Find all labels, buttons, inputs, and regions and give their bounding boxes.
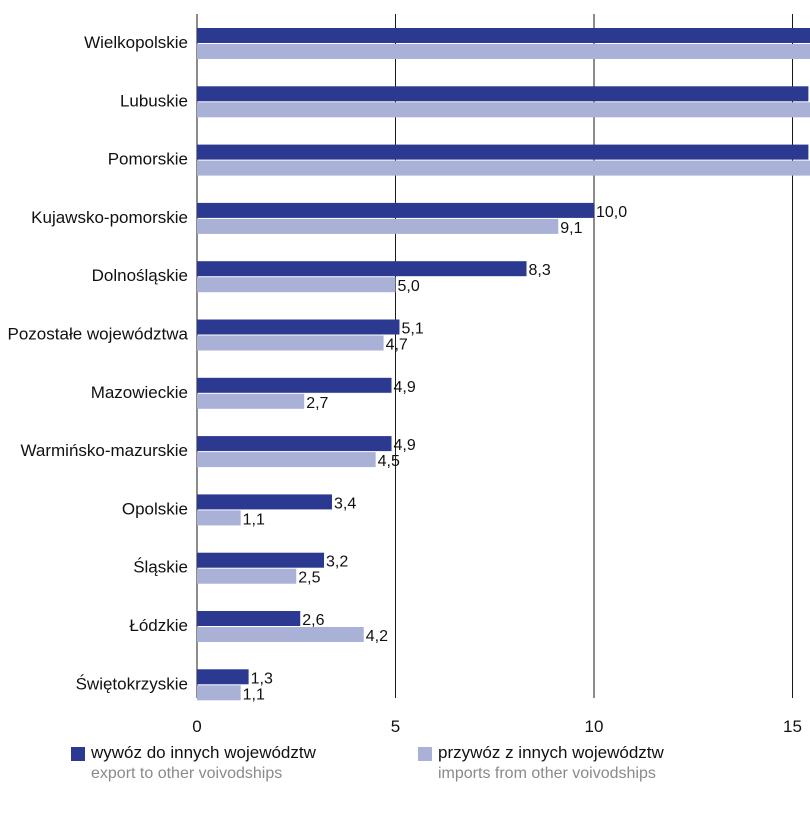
value-label-import: 4,2	[366, 628, 388, 645]
value-label-export: 5,1	[401, 321, 423, 338]
bar-import	[197, 277, 396, 293]
legend-label-export-en: export to other voivodships	[91, 765, 283, 782]
legend-item-import: przywóz z innych województw imports from…	[418, 742, 664, 784]
value-labels: 25,526,415,415,815,422,910,09,18,35,05,1…	[243, 204, 628, 703]
x-tick-label-15: 15	[783, 717, 802, 736]
bar-export	[197, 144, 809, 160]
category-label: Świętokrzyskie	[76, 674, 188, 693]
bar-import	[197, 452, 376, 468]
bar-chart: Wielkopolskie Lubuskie Pomorskie Kujawsko-p…	[8, 14, 810, 736]
bar-import	[197, 393, 305, 409]
value-label-import: 4,7	[386, 337, 408, 354]
value-label-export: 4,9	[394, 437, 416, 454]
category-label: Pomorskie	[108, 150, 188, 169]
bar-export	[197, 261, 527, 277]
bar-export	[197, 86, 809, 102]
bar-export	[197, 552, 325, 568]
legend-label-export: wywóz do innych województw	[91, 743, 316, 762]
bar-import	[197, 685, 241, 701]
x-tick-label-0: 0	[192, 717, 201, 736]
legend-item-export: wywóz do innych województw export to oth…	[71, 742, 316, 784]
value-label-import: 1,1	[243, 511, 265, 528]
category-label: Śląskie	[133, 558, 188, 577]
bar-export	[197, 202, 594, 218]
bar-export	[197, 669, 249, 685]
category-label: Lubuskie	[120, 91, 188, 110]
value-label-export: 4,9	[394, 379, 416, 396]
gridlines	[196, 14, 793, 698]
category-label: Kujawsko-pomorskie	[31, 208, 188, 227]
legend-swatch-import	[418, 747, 432, 761]
bar-export	[197, 377, 392, 393]
bar-import	[197, 218, 559, 234]
category-label: Dolnośląskie	[92, 266, 188, 285]
legend-label-import: przywóz z innych województw	[438, 743, 664, 762]
bars	[197, 28, 810, 701]
value-label-export: 1,3	[251, 670, 273, 687]
bar-import	[197, 627, 364, 642]
bar-export	[197, 611, 301, 626]
x-axis-ticks: 051015202530 %	[192, 717, 802, 736]
category-label: Łódzkie	[129, 616, 188, 635]
x-tick-label-10: 10	[585, 717, 604, 736]
value-label-export: 2,6	[302, 612, 324, 629]
legend-swatch-export	[71, 747, 85, 761]
legend-label-import-en: imports from other voivodships	[438, 765, 656, 782]
bar-export	[197, 436, 392, 452]
value-label-import: 5,0	[398, 278, 420, 295]
bar-import	[197, 160, 810, 176]
bar-export	[197, 319, 400, 335]
category-label: Pozostałe województwa	[8, 325, 189, 344]
value-label-export: 10,0	[596, 204, 627, 221]
category-label: Warmińsko-mazurskie	[20, 441, 188, 460]
bar-import	[197, 102, 810, 118]
category-label: Mazowieckie	[91, 383, 188, 402]
value-label-import: 4,5	[378, 453, 400, 470]
value-label-import: 9,1	[560, 220, 582, 237]
value-label-export: 3,2	[326, 554, 348, 571]
category-label: Opolskie	[122, 499, 188, 518]
bar-import	[197, 44, 810, 59]
bar-import	[197, 335, 384, 351]
value-label-import: 2,5	[298, 570, 320, 587]
bar-export	[197, 28, 810, 43]
category-labels: Wielkopolskie Lubuskie Pomorskie Kujawsko-p…	[8, 33, 189, 693]
bar-import	[197, 510, 241, 526]
bar-export	[197, 494, 332, 510]
category-label: Wielkopolskie	[84, 33, 188, 52]
value-label-export: 8,3	[529, 262, 551, 279]
bar-import	[197, 568, 297, 584]
value-label-import: 1,1	[243, 686, 265, 703]
x-tick-label-5: 5	[391, 717, 400, 736]
value-label-import: 2,7	[306, 395, 328, 412]
value-label-export: 3,4	[334, 495, 356, 512]
